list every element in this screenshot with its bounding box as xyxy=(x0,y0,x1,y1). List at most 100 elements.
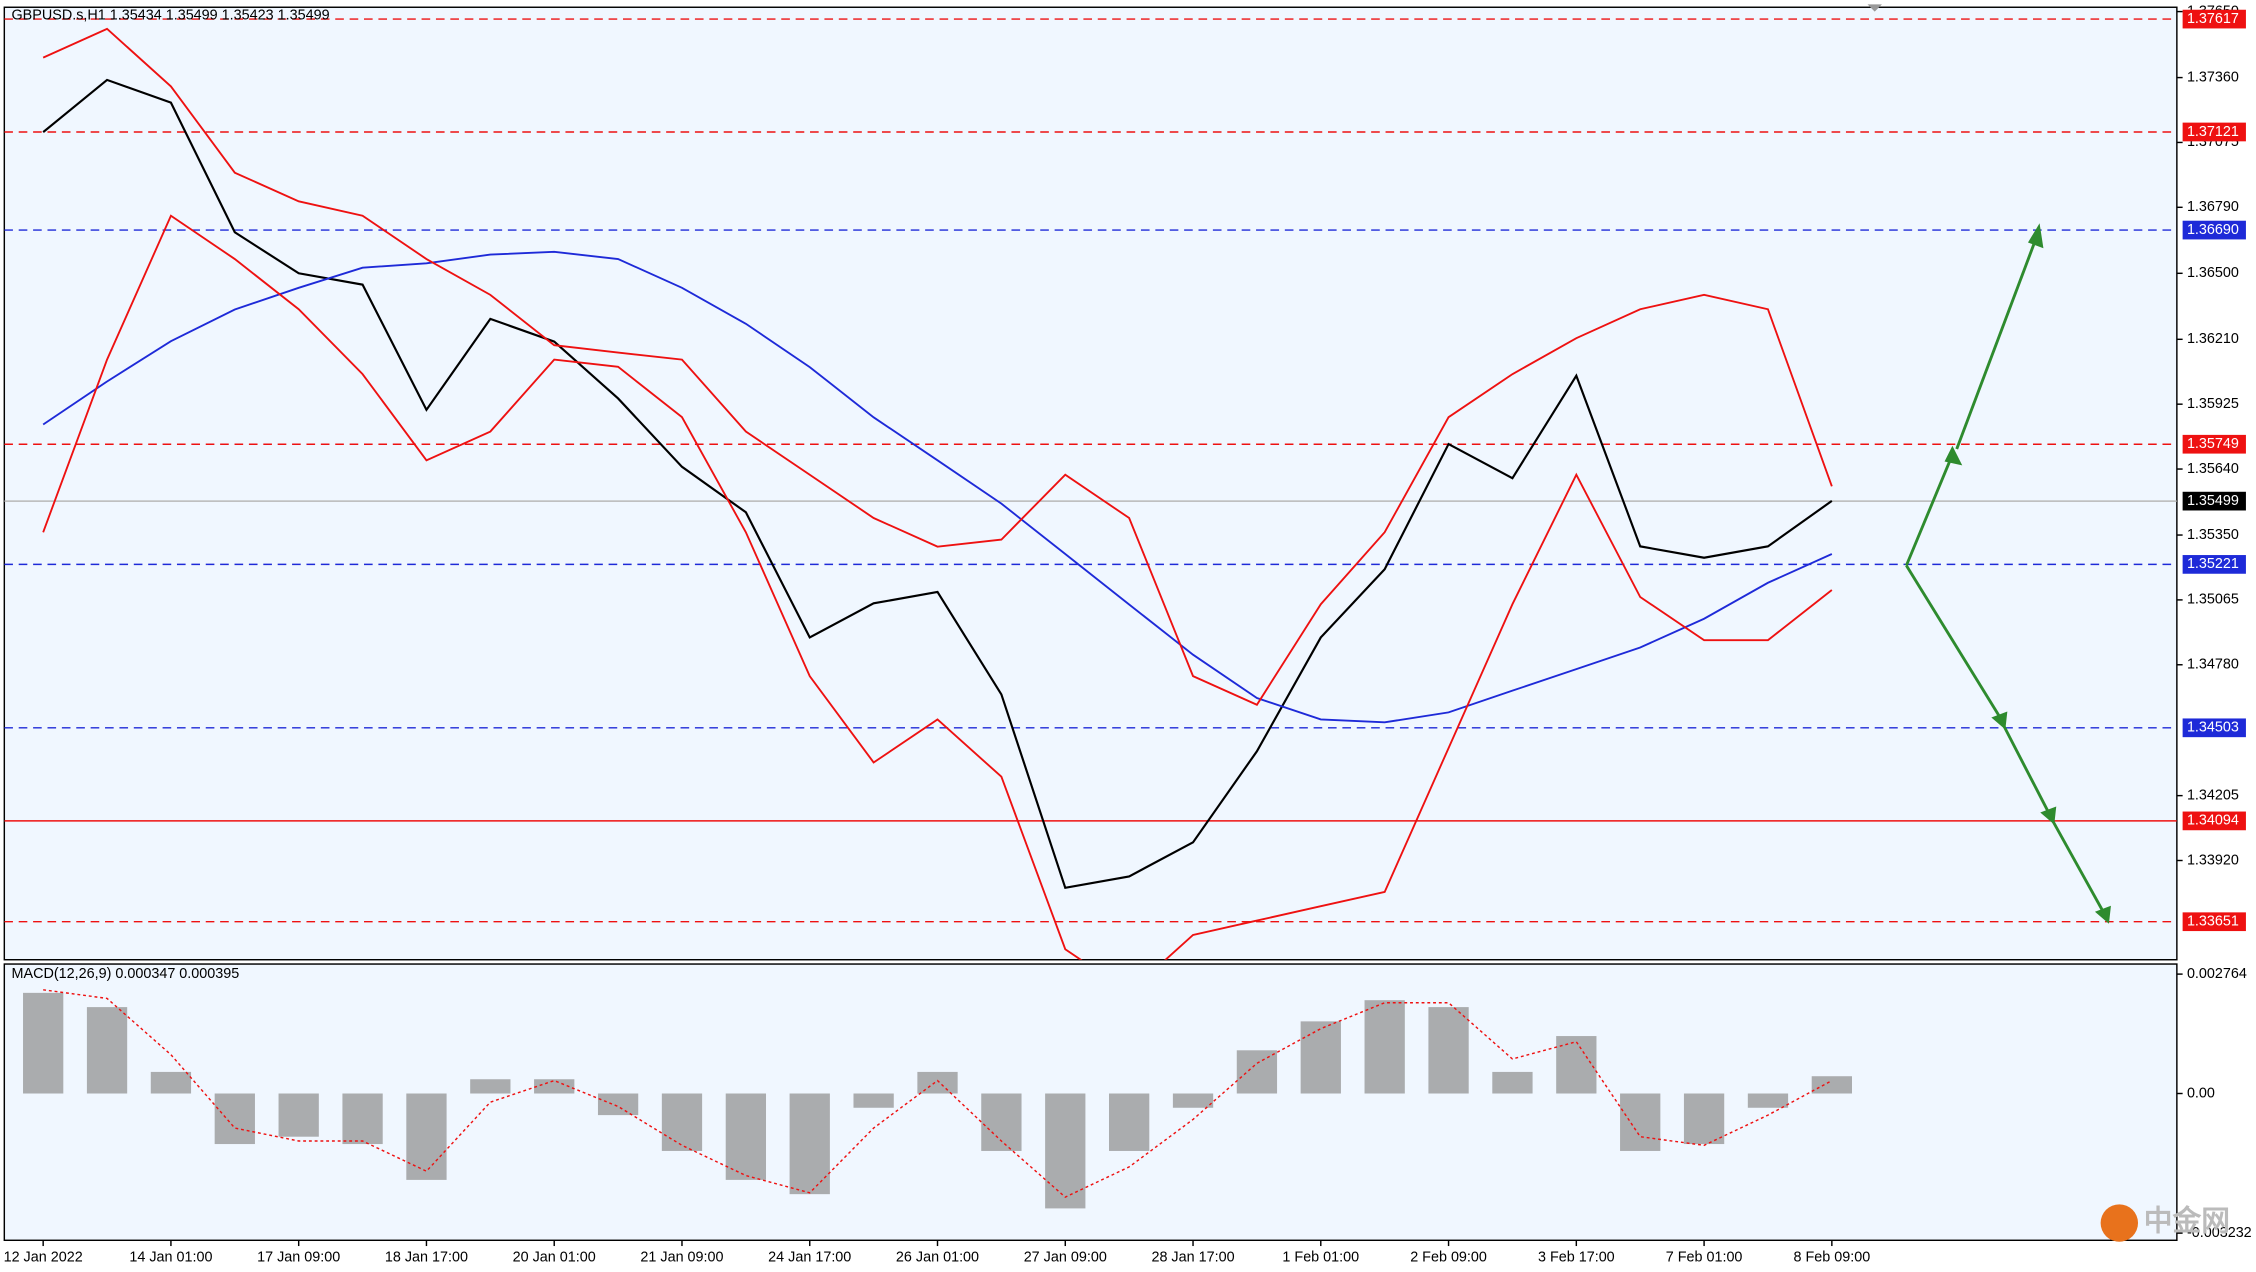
level-label-box xyxy=(2182,555,2246,574)
macd-bar xyxy=(1747,1093,1789,1108)
macd-bar xyxy=(597,1093,639,1116)
arrow-down xyxy=(1905,564,2003,721)
level-label: 1.35749 xyxy=(2187,436,2239,452)
level-label: 1.34094 xyxy=(2187,813,2239,829)
level-label: 1.37121 xyxy=(2187,124,2239,140)
level-label-box xyxy=(2182,220,2246,240)
y-tick-label: 1.36790 xyxy=(2187,199,2239,215)
y-tick-label: 1.35065 xyxy=(2187,592,2239,608)
level-label-box xyxy=(2182,9,2246,29)
macd-bar xyxy=(278,1093,319,1137)
macd-bar xyxy=(725,1093,767,1180)
x-tick-label: 27 Jan 09:00 xyxy=(1024,1249,1107,1265)
macd-bar xyxy=(1300,1021,1341,1094)
macd-bar xyxy=(1364,1000,1405,1094)
macd-plot xyxy=(23,989,1852,1209)
macd-bar xyxy=(406,1093,447,1180)
arrow-down xyxy=(2002,725,2051,814)
y-tick-label: 1.33920 xyxy=(2187,852,2239,868)
series-line xyxy=(42,250,1833,724)
macd-bar xyxy=(981,1093,1022,1151)
x-tick-label: 20 Jan 01:00 xyxy=(513,1249,596,1265)
arrow-down xyxy=(2051,820,2105,913)
y-tick-label: 1.34780 xyxy=(2187,657,2239,673)
y-tick-label: 1.34205 xyxy=(2187,787,2239,803)
scroll-marker xyxy=(1867,4,1882,12)
macd-bar xyxy=(1236,1050,1278,1094)
level-label-box xyxy=(2182,718,2246,738)
series-line xyxy=(42,78,1833,890)
macd-bar xyxy=(470,1079,511,1094)
y-tick-label: 1.36210 xyxy=(2187,331,2239,347)
x-tick-label: 21 Jan 09:00 xyxy=(640,1249,723,1265)
level-label-box xyxy=(2182,122,2246,142)
arrow-head xyxy=(1944,445,1963,466)
macd-y-tick-label: 0.00 xyxy=(2187,1085,2215,1101)
macd-bar xyxy=(661,1093,703,1151)
logo-icon xyxy=(2100,1204,2139,1242)
x-tick-label: 14 Jan 01:00 xyxy=(129,1249,212,1265)
level-label-box xyxy=(2182,811,2246,831)
x-tick-label: 1 Feb 01:00 xyxy=(1282,1249,1359,1265)
main-plot xyxy=(4,18,2177,960)
macd-bar xyxy=(1620,1093,1661,1151)
macd-bar xyxy=(1683,1093,1725,1145)
macd-y-tick-label: -0.003232 xyxy=(2187,1225,2252,1241)
y-tick-label: 1.35350 xyxy=(2187,527,2239,543)
macd-panel xyxy=(3,963,2178,1242)
level-label: 1.37617 xyxy=(2187,11,2239,27)
level-label-box xyxy=(2182,434,2246,454)
macd-bar xyxy=(1428,1007,1469,1094)
macd-bar xyxy=(1556,1036,1597,1094)
x-tick-label: 26 Jan 01:00 xyxy=(896,1249,979,1265)
watermark: 中金网 xyxy=(2144,1205,2230,1238)
level-label-box xyxy=(2182,491,2246,511)
macd-bar xyxy=(1045,1093,1086,1209)
x-tick-label: 2 Feb 09:00 xyxy=(1410,1249,1487,1265)
arrow-head xyxy=(1991,711,2008,730)
macd-signal xyxy=(43,989,1833,1198)
arrow-up xyxy=(1905,454,1954,567)
x-tick-label: 12 Jan 2022 xyxy=(4,1249,83,1265)
x-tick-label: 8 Feb 09:00 xyxy=(1793,1249,1870,1265)
level-label: 1.34503 xyxy=(2187,720,2239,736)
macd-bar xyxy=(917,1071,958,1094)
x-tick-label: 18 Jan 17:00 xyxy=(385,1249,468,1265)
macd-bar xyxy=(1172,1093,1214,1108)
macd-bar xyxy=(853,1093,894,1108)
macd-bar xyxy=(23,992,64,1094)
x-tick-label: 28 Jan 17:00 xyxy=(1151,1249,1234,1265)
main-panel xyxy=(3,6,2178,961)
arrow-up xyxy=(1955,238,2038,450)
forecast-arrows xyxy=(1905,223,2111,924)
arrow-head xyxy=(2040,806,2057,825)
arrow-head xyxy=(2094,905,2111,924)
x-tick-label: 17 Jan 09:00 xyxy=(257,1249,340,1265)
x-tick-label: 3 Feb 17:00 xyxy=(1538,1249,1615,1265)
macd-y-tick-label: 0.002764 xyxy=(2187,966,2247,982)
macd-bar xyxy=(1492,1071,1533,1094)
axes: 1.376501.373601.370751.367901.365001.362… xyxy=(4,3,2252,1265)
y-tick-label: 1.35925 xyxy=(2187,396,2239,412)
macd-bar xyxy=(86,1007,128,1094)
series-line xyxy=(42,27,1833,706)
series-line xyxy=(42,214,1833,960)
y-tick-label: 1.37360 xyxy=(2187,69,2239,85)
macd-bar xyxy=(150,1071,192,1094)
y-tick-label: 1.36500 xyxy=(2187,265,2239,281)
level-label: 1.35221 xyxy=(2187,556,2239,572)
x-tick-label: 24 Jan 17:00 xyxy=(768,1249,851,1265)
macd-title: MACD(12,26,9) 0.000347 0.000395 xyxy=(12,966,240,982)
macd-bar xyxy=(342,1093,383,1145)
macd-bar xyxy=(214,1093,255,1145)
level-label: 1.35499 xyxy=(2187,493,2239,509)
macd-bar xyxy=(789,1093,830,1195)
x-tick-label: 7 Feb 01:00 xyxy=(1666,1249,1743,1265)
macd-bar xyxy=(1109,1093,1150,1151)
level-label-box xyxy=(2182,912,2246,932)
macd-bar xyxy=(534,1079,575,1094)
chart-title: GBPUSD.s,H1 1.35434 1.35499 1.35423 1.35… xyxy=(12,8,330,24)
macd-bar xyxy=(1811,1076,1852,1094)
